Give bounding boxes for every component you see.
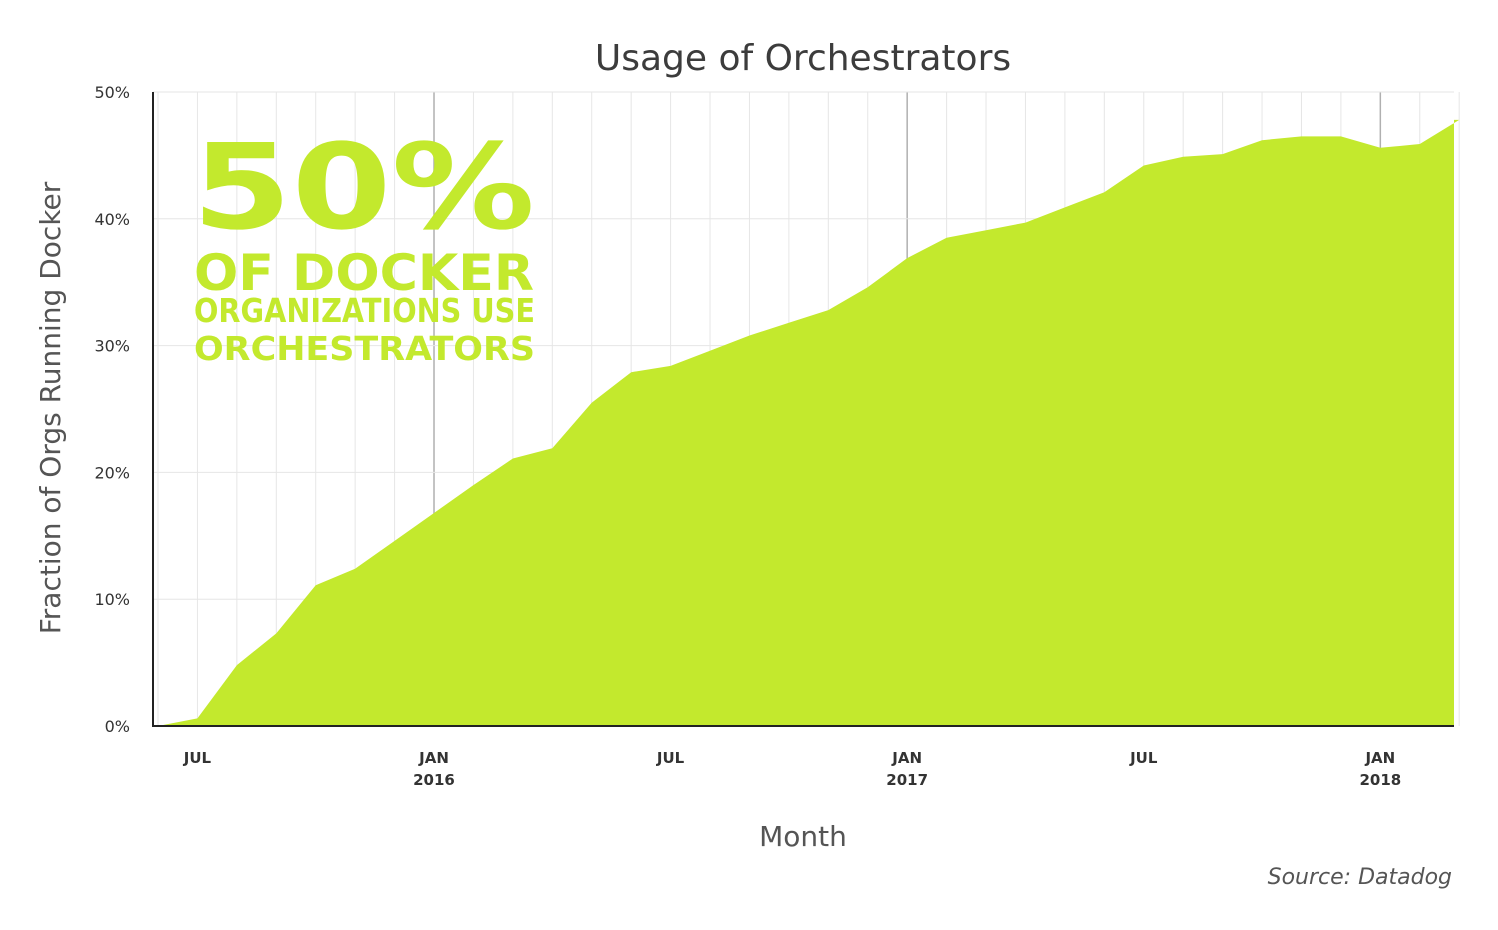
- y-tick-label: 30%: [94, 337, 130, 356]
- data-point: [1024, 221, 1027, 224]
- x-tick-year-label: 2017: [886, 771, 928, 789]
- chart-title: Usage of Orchestrators: [595, 38, 1011, 79]
- y-tick-labels: 0% 10% 20% 30% 40% 50%: [94, 83, 130, 736]
- data-point: [196, 717, 199, 720]
- data-point: [235, 664, 238, 667]
- y-tick-label: 40%: [94, 210, 130, 229]
- data-point: [314, 584, 317, 587]
- x-tick-label: JAN: [891, 749, 922, 767]
- x-tick-label: JUL: [656, 749, 685, 767]
- callout: 50% OF DOCKER ORGANIZATIONS USE ORCHESTR…: [192, 118, 535, 368]
- data-point: [511, 457, 514, 460]
- x-tick-year-label: 2018: [1359, 771, 1401, 789]
- orchestrator-usage-area: [158, 119, 1460, 726]
- data-point: [1339, 135, 1342, 138]
- data-point: [1182, 155, 1185, 158]
- x-tick-label: JUL: [1129, 749, 1158, 767]
- area-layer: [158, 118, 1461, 726]
- data-point: [551, 447, 554, 450]
- axes: [152, 92, 1454, 727]
- data-point: [1103, 191, 1106, 194]
- y-axis-label: Fraction of Orgs Running Docker: [34, 181, 67, 634]
- data-point: [1221, 153, 1224, 156]
- data-point: [1142, 164, 1145, 167]
- x-tick-year-label: 2016: [413, 771, 455, 789]
- y-tick-label: 50%: [94, 83, 130, 102]
- x-tick-label: JAN: [418, 749, 449, 767]
- data-point: [985, 229, 988, 232]
- y-tick-label: 0%: [105, 717, 130, 736]
- data-point: [472, 484, 475, 487]
- data-point: [748, 334, 751, 337]
- source-note: Source: Datadog: [1268, 865, 1452, 890]
- callout-line-2: ORGANIZATIONS USE: [194, 291, 535, 330]
- data-point: [866, 286, 869, 289]
- data-point: [827, 309, 830, 312]
- y-tick-label: 20%: [94, 463, 130, 482]
- data-point: [1261, 139, 1264, 142]
- callout-line-1: OF DOCKER: [194, 244, 534, 302]
- x-tick-label: JAN: [1364, 749, 1395, 767]
- data-point: [709, 349, 712, 352]
- callout-percentage: 50%: [192, 118, 535, 256]
- data-point: [590, 401, 593, 404]
- x-tick-labels: JUL JAN 2016 JUL JAN 2017 JUL JAN 2018: [183, 749, 1401, 789]
- data-point: [906, 257, 909, 260]
- data-point: [630, 371, 633, 374]
- data-point: [1063, 206, 1066, 209]
- data-point: [354, 567, 357, 570]
- data-point: [275, 632, 278, 635]
- data-point: [1418, 143, 1421, 146]
- data-point: [1300, 135, 1303, 138]
- y-tick-label: 10%: [94, 590, 130, 609]
- data-point: [945, 236, 948, 239]
- data-point: [393, 539, 396, 542]
- x-axis-label: Month: [759, 820, 847, 853]
- data-point: [669, 364, 672, 367]
- callout-line-3: ORCHESTRATORS: [194, 329, 535, 368]
- data-point: [1458, 118, 1461, 121]
- data-point: [787, 321, 790, 324]
- data-point: [433, 512, 436, 515]
- x-tick-label: JUL: [183, 749, 212, 767]
- data-point: [1379, 146, 1382, 149]
